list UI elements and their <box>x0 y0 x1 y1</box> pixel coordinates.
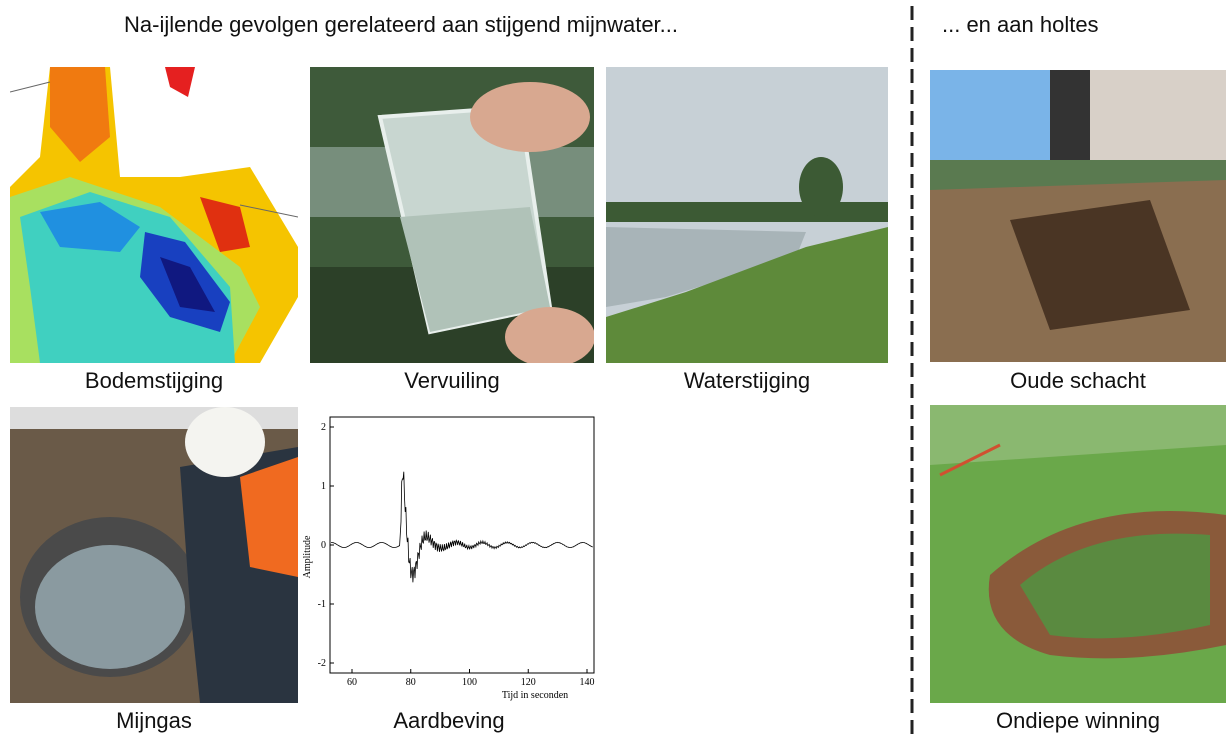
caption: Waterstijging <box>606 368 888 394</box>
y-tick-label: -2 <box>318 658 326 669</box>
photo-sinkhole <box>930 405 1226 703</box>
waveform <box>331 472 593 583</box>
caption: Vervuiling <box>310 368 594 394</box>
x-tick-label: 60 <box>347 677 357 688</box>
y-tick-label: 0 <box>321 540 326 551</box>
y-tick-label: 2 <box>321 422 326 433</box>
caption: Mijngas <box>10 708 298 734</box>
caption: Bodemstijging <box>10 368 298 394</box>
x-tick-label: 100 <box>462 677 477 688</box>
slide: Na-ijlende gevolgen gerelateerd aan stij… <box>0 0 1226 736</box>
caption: Oude schacht <box>930 368 1226 394</box>
y-axis-label: Amplitude <box>302 535 313 578</box>
caption: Ondiepe winning <box>930 708 1226 734</box>
x-tick-label: 140 <box>580 677 595 688</box>
photo-shaft <box>930 70 1226 362</box>
x-tick-label: 120 <box>521 677 536 688</box>
x-axis-label: Tijd in seconden <box>502 690 568 701</box>
right-heading: ... en aan holtes <box>942 12 1099 38</box>
x-tick-label: 80 <box>406 677 416 688</box>
contour-map <box>10 67 298 363</box>
caption: Aardbeving <box>300 708 598 734</box>
seismogram: 2 1 0 -1 -2 60 80 100 120 140 Amplitude Tijd in s… <box>300 407 598 703</box>
y-tick-label: 1 <box>321 481 326 492</box>
photo-manhole <box>10 407 298 703</box>
photo-jar <box>310 67 594 363</box>
left-heading: Na-ijlende gevolgen gerelateerd aan stij… <box>124 12 678 38</box>
divider <box>908 0 916 736</box>
y-tick-label: -1 <box>318 599 326 610</box>
photo-lake <box>606 67 888 363</box>
